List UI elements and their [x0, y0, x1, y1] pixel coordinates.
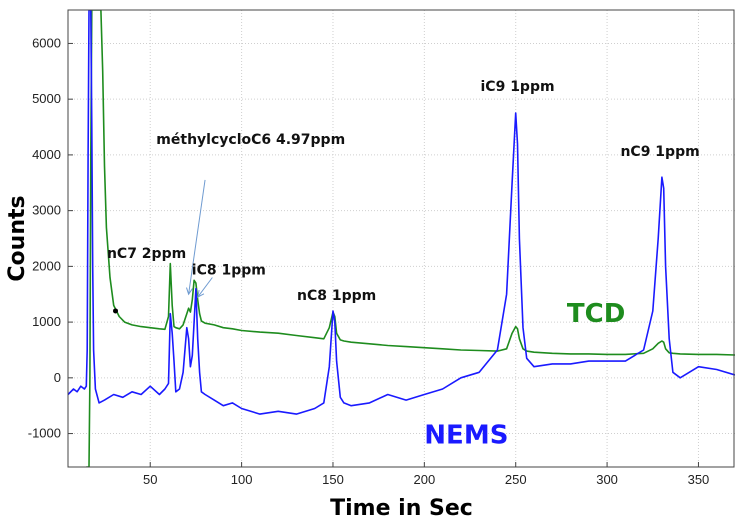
annotation-arrow — [188, 179, 206, 295]
series-line-nems — [68, 10, 735, 415]
series-label-nems: NEMS — [424, 421, 508, 451]
plot-area — [68, 10, 735, 467]
x-tick-label: 150 — [322, 472, 344, 487]
point-marker — [113, 308, 119, 314]
peak-label: méthylcycloC6 4.97ppm — [156, 132, 345, 148]
grid-lines — [68, 10, 735, 467]
peak-label: iC9 1ppm — [481, 79, 555, 95]
peak-label: nC9 1ppm — [620, 144, 699, 160]
x-tick-label: 350 — [688, 472, 710, 487]
y-tick-label: 3000 — [32, 203, 61, 218]
y-tick-label: 4000 — [32, 147, 61, 162]
series-label-tcd: TCD — [567, 299, 625, 329]
peak-label: nC8 1ppm — [297, 288, 376, 304]
y-tick-label: 2000 — [32, 258, 61, 273]
x-tick-label: 250 — [505, 472, 527, 487]
peak-label: iC8 1ppm — [192, 263, 266, 279]
plot-frame — [67, 9, 735, 468]
y-tick-label: 1000 — [32, 314, 61, 329]
annotation-arrowhead — [186, 287, 193, 296]
x-tick-label: 100 — [231, 472, 253, 487]
peak-annotations: méthylcycloC6 4.97ppm nC7 2ppm iC8 1ppm nC8… — [107, 79, 700, 451]
y-tick-label: -1000 — [28, 426, 61, 441]
annotation-arrowhead — [197, 290, 205, 298]
y-tick-label: 0 — [54, 370, 61, 385]
x-axis-ticks: 50 100 150 200 250 300 350 — [143, 462, 709, 487]
annotation-arrow — [197, 277, 213, 298]
peak-label: nC7 2ppm — [107, 246, 186, 262]
y-tick-label: 5000 — [32, 91, 61, 106]
series-line-tcd — [86, 10, 735, 467]
x-tick-label: 50 — [143, 472, 157, 487]
x-tick-label: 300 — [596, 472, 618, 487]
y-tick-label: 6000 — [32, 35, 61, 50]
x-axis-label: Time in Sec — [330, 496, 473, 521]
y-axis-label: Counts — [5, 195, 30, 281]
x-tick-label: 200 — [413, 472, 435, 487]
y-axis-ticks: -1000 0 1000 2000 3000 4000 5000 6000 — [28, 35, 73, 441]
series-group — [68, 10, 735, 467]
